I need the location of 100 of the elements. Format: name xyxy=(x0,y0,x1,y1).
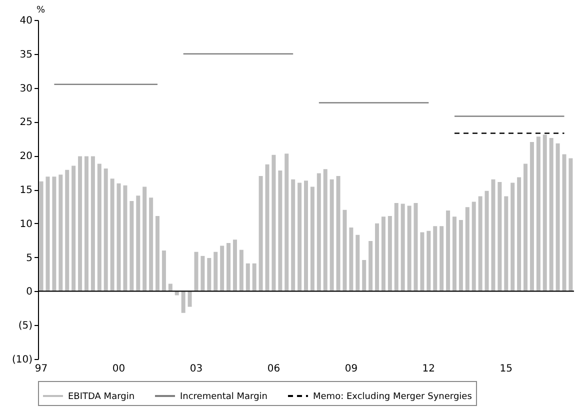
y-tick-label: (10) xyxy=(12,354,33,366)
y-tick-label: 35 xyxy=(20,49,32,60)
y-tick-label: 15 xyxy=(20,185,32,196)
x-tick-label: 09 xyxy=(344,364,358,374)
bar xyxy=(298,182,302,292)
y-tick-label: 5 xyxy=(26,252,32,264)
bar xyxy=(291,179,296,292)
y-tick-label: (5) xyxy=(18,320,33,332)
bar xyxy=(90,156,95,292)
bar xyxy=(194,252,198,292)
bar xyxy=(491,179,496,292)
legend-label: Memo: Excluding Merger Synergies xyxy=(313,392,472,402)
bar xyxy=(156,216,160,292)
bar xyxy=(484,190,489,292)
bar xyxy=(530,142,534,292)
bar xyxy=(342,210,347,292)
bar xyxy=(239,250,244,292)
y-axis-title: % xyxy=(36,6,46,16)
bar xyxy=(97,164,102,292)
bar xyxy=(58,174,63,292)
bar xyxy=(498,182,502,292)
bar xyxy=(440,226,444,292)
bar xyxy=(549,138,554,292)
bar xyxy=(368,241,373,292)
bar xyxy=(168,284,172,292)
bar xyxy=(52,176,56,292)
bar xyxy=(232,240,237,292)
bar xyxy=(226,243,231,292)
x-tick-label: 97 xyxy=(34,364,48,374)
bar xyxy=(214,252,218,292)
bar xyxy=(562,154,566,292)
bar xyxy=(556,143,560,292)
bar xyxy=(349,227,354,292)
y-tick-label: 25 xyxy=(20,117,32,128)
bar xyxy=(400,204,405,292)
bar xyxy=(426,230,431,292)
bar xyxy=(316,173,321,292)
bar xyxy=(110,178,114,292)
bar xyxy=(478,196,482,292)
bar xyxy=(78,156,82,292)
bar xyxy=(381,216,386,292)
bar xyxy=(407,206,412,292)
bar xyxy=(388,216,392,292)
bar xyxy=(162,250,166,292)
bar xyxy=(542,134,547,292)
bar xyxy=(188,291,192,307)
bar xyxy=(394,203,398,292)
bar xyxy=(375,223,380,292)
bar xyxy=(65,170,70,292)
bar xyxy=(220,246,224,292)
bar xyxy=(433,226,438,292)
bar xyxy=(265,164,270,292)
bar xyxy=(278,170,282,292)
x-tick-label: 00 xyxy=(112,364,126,374)
bar xyxy=(323,169,328,292)
y-tick-label: 20 xyxy=(20,151,32,162)
bar xyxy=(149,198,154,292)
bar xyxy=(336,176,340,292)
y-tick-label: 10 xyxy=(20,218,32,230)
y-tick-label: 40 xyxy=(20,16,32,26)
bar xyxy=(458,220,463,292)
bar xyxy=(46,176,50,292)
bar xyxy=(258,176,263,292)
bar xyxy=(304,180,308,292)
x-tick-label: 06 xyxy=(267,364,280,374)
y-tick-label: 30 xyxy=(20,83,32,94)
legend-label: Incremental Margin xyxy=(180,392,268,402)
bar xyxy=(252,263,256,292)
bar xyxy=(200,256,205,292)
bar xyxy=(123,185,128,292)
bar xyxy=(116,183,121,292)
bar xyxy=(452,216,456,292)
bar xyxy=(330,179,334,292)
bar xyxy=(524,164,528,292)
bar xyxy=(272,154,276,292)
bar xyxy=(84,156,88,292)
bar xyxy=(536,136,540,292)
x-tick-label: 15 xyxy=(500,364,513,374)
bar xyxy=(362,260,366,292)
bar xyxy=(510,182,515,292)
bar xyxy=(142,186,147,292)
bar xyxy=(130,201,134,292)
y-tick-label: 0 xyxy=(26,286,32,298)
bar xyxy=(420,232,424,292)
bar xyxy=(465,207,470,292)
bar xyxy=(104,168,108,292)
bar xyxy=(414,203,418,292)
bar xyxy=(136,196,140,292)
x-tick-label: 12 xyxy=(422,364,436,374)
bar xyxy=(39,181,44,292)
bar xyxy=(310,186,314,292)
bar xyxy=(207,258,212,292)
bar xyxy=(568,158,573,292)
bar xyxy=(72,166,76,292)
legend-label: EBITDA Margin xyxy=(68,392,135,402)
bar xyxy=(517,177,522,292)
bar xyxy=(504,196,508,292)
x-tick-label: 03 xyxy=(190,364,203,374)
bar xyxy=(246,263,250,292)
bar xyxy=(181,291,186,313)
